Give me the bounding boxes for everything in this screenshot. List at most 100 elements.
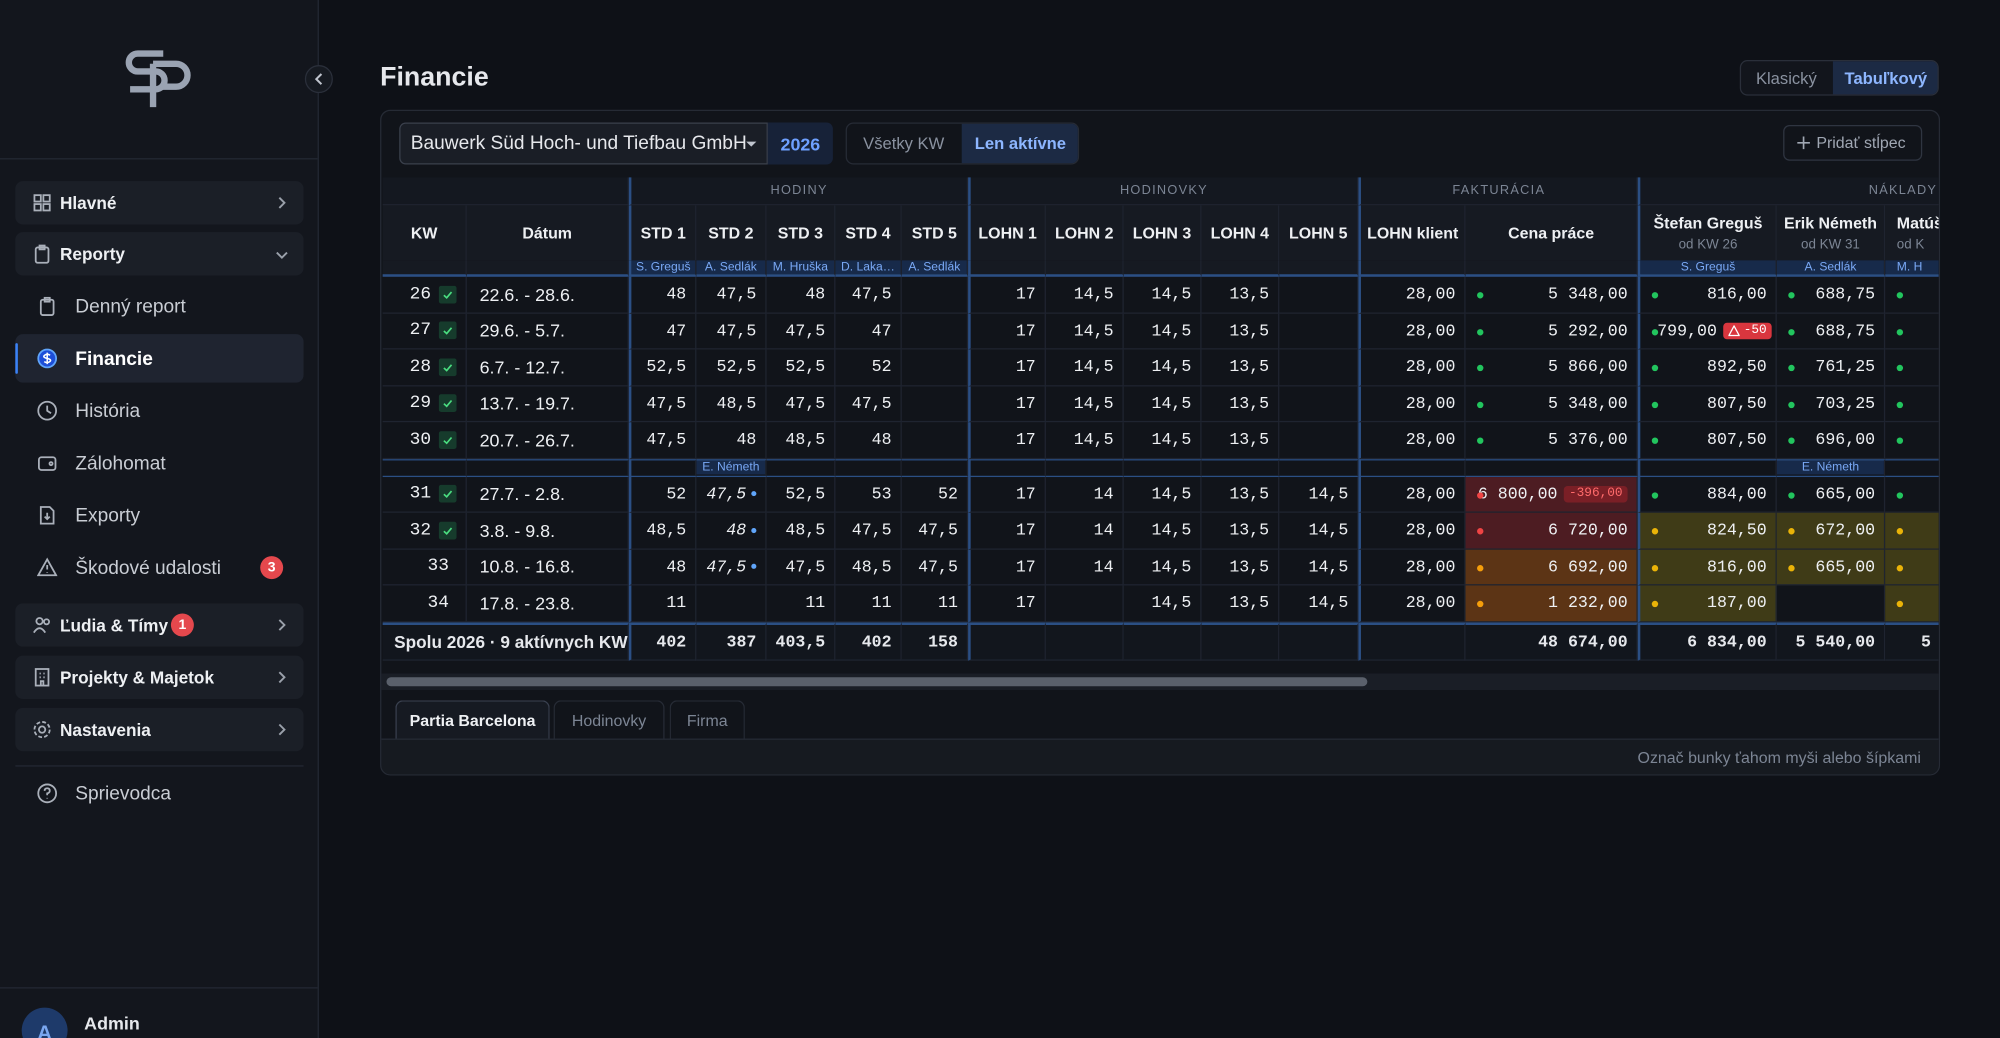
cell[interactable]: 13,5 [1201,549,1280,586]
cell[interactable]: 47,5 [766,385,836,423]
cell[interactable] [1885,585,1939,622]
cell[interactable]: 28,00 [1358,385,1466,423]
cell[interactable]: 688,75 [1776,313,1886,350]
cell[interactable]: 14 [1045,549,1124,586]
cell[interactable] [1885,549,1939,586]
cell[interactable] [1279,313,1359,350]
avatar[interactable]: A [21,1007,68,1038]
cell[interactable]: 14,5 [1123,585,1202,622]
cell[interactable]: 48 [628,276,697,314]
cell[interactable]: 47,5 [901,549,969,586]
cell[interactable] [1885,422,1939,459]
cell[interactable]: 47 [628,313,697,350]
cell[interactable]: 47,5 [696,549,767,586]
cell[interactable]: 28,00 [1358,585,1466,622]
cell[interactable] [901,385,969,423]
view-option-active[interactable]: Tabuľkový [1832,61,1938,95]
column-header[interactable]: STD 2 [696,205,767,261]
cell[interactable]: 799,00 -50 [1637,313,1777,350]
cell[interactable]: 48 [696,422,767,459]
nav-item[interactable]: Denný report [15,282,303,330]
cell[interactable]: 14,5 [1123,276,1202,314]
cell[interactable]: 884,00 [1637,476,1777,513]
cell[interactable]: 13,5 [1201,422,1280,459]
cell[interactable]: 703,25 [1776,385,1886,423]
cell[interactable]: 187,00 [1637,585,1777,622]
cell[interactable]: 6 720,00 [1465,512,1638,550]
cell[interactable]: 672,00 [1776,512,1886,550]
cell[interactable]: 14,5 [1123,549,1202,586]
nav-item[interactable]: Škodové udalosti 3 [15,543,303,591]
company-select[interactable]: Bauwerk Süd Hoch- und Tiefbau GmbH [399,122,768,165]
cell[interactable]: 14,5 [1045,276,1124,314]
cell[interactable]: 47,5 [628,385,697,423]
cell[interactable]: 47,5 [766,313,836,350]
cell[interactable]: 17 [968,549,1046,586]
cell[interactable]: 48,5 [835,549,902,586]
filter-option-active[interactable]: Len aktívne [961,123,1078,164]
nav-item-active[interactable]: Financie [15,334,304,383]
cell[interactable]: 14,5 [1045,313,1124,350]
column-header[interactable]: Cena práce [1465,205,1638,261]
add-column-button[interactable]: Pridať stĺpec [1783,124,1923,161]
cell[interactable]: 807,50 [1637,385,1777,423]
cell[interactable]: 5 348,00 [1465,276,1638,314]
cell[interactable] [901,422,969,459]
cell[interactable] [1279,422,1359,459]
cell[interactable]: 665,00 [1776,549,1886,586]
cell[interactable]: 13,5 [1201,476,1280,513]
tab[interactable]: Hodinovky [553,700,665,739]
cell[interactable]: 17 [968,422,1046,459]
column-header[interactable]: STD 3 [766,205,836,261]
cell[interactable]: 14 [1045,476,1124,513]
cell[interactable] [1279,385,1359,423]
column-header[interactable]: LOHN 3 [1123,205,1202,261]
tab-active[interactable]: Partia Barcelona [395,700,550,739]
nav-item[interactable]: Exporty [15,491,303,539]
cell[interactable]: 52 [901,476,969,513]
cell[interactable]: 17 [968,476,1046,513]
cell[interactable]: 28,00 [1358,476,1466,513]
cell[interactable]: 11 [628,585,697,622]
cell[interactable]: 48 [766,276,836,314]
cell[interactable]: 816,00 [1637,276,1777,314]
cell[interactable]: 14,5 [1045,349,1124,386]
cell[interactable]: 17 [968,349,1046,386]
cell[interactable]: 47,5 [696,476,767,513]
cell[interactable] [1776,585,1886,622]
cell[interactable]: 47,5 [696,313,767,350]
cell[interactable]: 47,5 [696,276,767,314]
cell[interactable]: 6 800,00 -396,00 [1465,476,1638,513]
cell[interactable]: 52,5 [696,349,767,386]
cell[interactable]: 52,5 [766,476,836,513]
tab[interactable]: Firma [669,700,745,739]
cell[interactable] [1885,349,1939,386]
column-header[interactable]: Erik Németh od KW 31 [1776,205,1886,261]
cell[interactable]: 13,5 [1201,313,1280,350]
cell[interactable]: 28,00 [1358,549,1466,586]
cell[interactable]: 14,5 [1123,422,1202,459]
nav-item[interactable]: Zálohomat [15,439,303,487]
nav-group[interactable]: Projekty & Majetok [15,655,304,699]
cell[interactable]: 14,5 [1123,385,1202,423]
filter-option[interactable]: Všetky KW [863,133,945,154]
cell[interactable]: 14,5 [1045,422,1124,459]
cell[interactable]: 14,5 [1279,549,1359,586]
cell[interactable]: 13,5 [1201,276,1280,314]
cell[interactable]: 14,5 [1123,476,1202,513]
cell[interactable]: 17 [968,385,1046,423]
view-option[interactable]: Klasický [1755,68,1817,88]
nav-item[interactable]: História [15,386,303,434]
cell[interactable]: 13,5 [1201,585,1280,622]
cell[interactable]: 13,5 [1201,512,1280,550]
cell[interactable] [1885,313,1939,350]
collapse-button[interactable] [304,65,333,94]
cell[interactable]: 5 348,00 [1465,385,1638,423]
nav-group[interactable]: Hlavné [15,181,304,225]
cell[interactable]: 47 [835,313,902,350]
cell[interactable]: 47,5 [901,512,969,550]
cell[interactable]: 28,00 [1358,512,1466,550]
cell[interactable]: 892,50 [1637,349,1777,386]
nav-group[interactable]: Reporty [15,232,304,276]
cell[interactable]: 14,5 [1279,476,1359,513]
